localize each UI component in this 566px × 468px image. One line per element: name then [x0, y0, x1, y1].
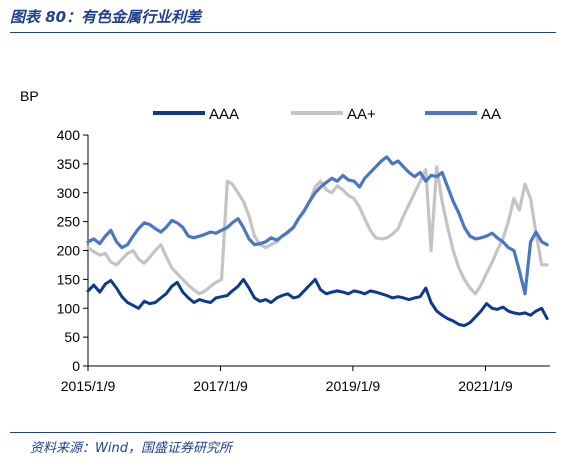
- source-divider: [10, 432, 556, 433]
- legend-label-aa: AA: [481, 106, 501, 123]
- y-tick-label: 150: [57, 271, 81, 287]
- title-divider: [10, 32, 556, 33]
- y-tick-label: 200: [57, 243, 81, 259]
- series-line-aa-plus: [86, 165, 549, 296]
- series-line-aaa: [86, 277, 549, 328]
- y-tick-label: 100: [57, 300, 81, 316]
- figure-title: 图表 80：有色金属行业利差: [10, 8, 202, 26]
- legend-label-aa-plus: AA+: [347, 106, 376, 123]
- y-axis-unit-label: BP: [20, 88, 39, 104]
- x-tick-label: 2017/1/9: [193, 378, 248, 394]
- y-tick-label: 0: [72, 358, 80, 374]
- y-tick-label: 350: [57, 156, 81, 172]
- y-tick-label: 250: [57, 214, 81, 230]
- x-axis-ticks: 2015/1/9 2017/1/9 2019/1/9 2021/1/9: [61, 366, 513, 394]
- source-note: 资料来源：Wind，国盛证券研究所: [30, 441, 232, 456]
- series-line-aa: [86, 155, 549, 296]
- y-axis-ticks: 0 50 100 150 200 250 300 350 400: [57, 127, 88, 374]
- y-tick-label: 300: [57, 185, 81, 201]
- y-tick-label: 400: [57, 127, 81, 143]
- x-tick-label: 2019/1/9: [326, 378, 381, 394]
- series-lines: [86, 155, 549, 328]
- x-tick-label: 2021/1/9: [458, 378, 513, 394]
- legend-label-aaa: AAA: [209, 106, 239, 123]
- y-tick-label: 50: [64, 329, 80, 345]
- x-tick-label: 2015/1/9: [61, 378, 116, 394]
- legend: AAA AA+ AA: [153, 106, 501, 123]
